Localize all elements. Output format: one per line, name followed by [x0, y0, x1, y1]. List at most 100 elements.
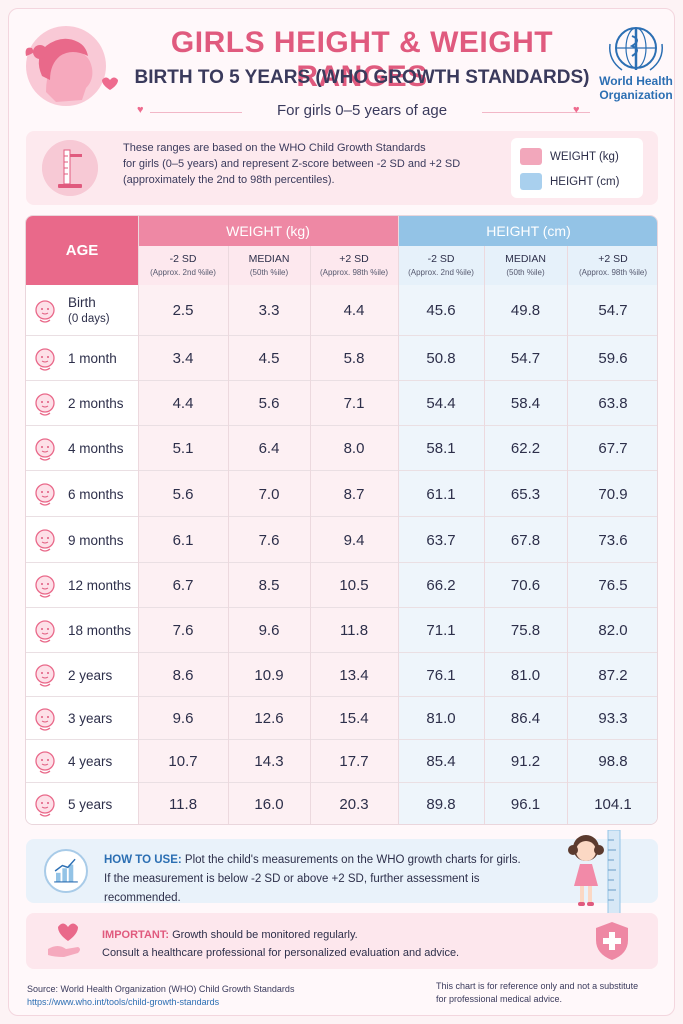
value-text: 15.4: [339, 710, 369, 727]
baby-icon: [35, 529, 55, 552]
legend-item-height: HEIGHT (cm): [520, 173, 619, 190]
girl-profile-icon: [25, 26, 118, 106]
age-text: 9 months: [68, 532, 124, 548]
value-text: 14.3: [254, 753, 284, 770]
age-text: 12 months: [68, 578, 132, 593]
column-divider: [567, 246, 568, 824]
value-text: 54.7: [598, 302, 628, 319]
height-value-cell: 63.8: [567, 381, 657, 426]
value-text: 58.4: [510, 395, 541, 412]
row-divider: [26, 335, 657, 336]
age-label: 2 years: [68, 667, 112, 684]
value-text: 63.7: [426, 531, 456, 549]
height-value-cell: 67.8: [484, 517, 567, 563]
age-cell: 6 months: [26, 471, 138, 517]
weight-value-cell: 7.6: [228, 517, 310, 563]
row-divider: [26, 516, 657, 517]
growth-chart-icon: [44, 849, 88, 893]
weight-value-cell: 8.7: [310, 471, 398, 517]
value-text: 58.1: [426, 440, 456, 457]
baby-icon: [35, 793, 55, 817]
sub-header-height-3: -2 SD (Approx. 2nd %ile): [398, 246, 484, 285]
value-text: 76.5: [598, 577, 628, 594]
age-label: 12 months: [68, 577, 131, 594]
age-label: Birth (0 days): [68, 294, 110, 328]
girl-figure-icon: [568, 835, 604, 906]
baby-icon: [35, 392, 55, 416]
age-column-header: AGE: [26, 216, 138, 285]
height-value-cell: 81.0: [398, 697, 484, 740]
weight-value-cell: 10.7: [138, 740, 228, 783]
column-divider: [398, 216, 399, 824]
sub-header-title: MEDIAN: [248, 252, 290, 265]
tagline: For girls 0–5 years of age: [242, 102, 482, 119]
baby-icon: [35, 707, 55, 731]
sub-header-note: (Approx. 98th %ile): [319, 267, 389, 277]
age-cell: 5 years: [26, 783, 138, 824]
weight-value-cell: 14.3: [228, 740, 310, 783]
height-value-cell: 59.6: [567, 336, 657, 381]
sub-header-weight-2: +2 SD (Approx. 98th %ile): [310, 246, 398, 285]
age-label: 2 months: [68, 395, 124, 412]
source-link[interactable]: https://www.who.int/tools/child-growth-s…: [27, 997, 220, 1007]
value-text: 3.4: [172, 350, 194, 367]
sub-header-height-4: MEDIAN (50th %ile): [484, 246, 567, 285]
height-column-header: HEIGHT (cm): [398, 216, 657, 246]
value-text: 3.3: [258, 302, 280, 319]
baby-icon: [35, 347, 55, 371]
value-text: 62.2: [510, 440, 541, 457]
value-text: 7.1: [343, 395, 365, 412]
sub-header-label: MEDIAN (50th %ile): [505, 253, 546, 279]
medical-shield-icon: [596, 922, 628, 960]
weight-value-cell: 2.5: [138, 285, 228, 336]
age-cell: 2 years: [26, 653, 138, 697]
value-text: 10.7: [168, 753, 198, 770]
row-divider: [26, 782, 657, 783]
column-divider: [310, 246, 311, 824]
value-text: 16.0: [254, 796, 284, 813]
weight-value-cell: 8.5: [228, 563, 310, 608]
value-text: 96.1: [510, 796, 541, 813]
height-swatch: [520, 173, 542, 190]
height-value-cell: 104.1: [567, 783, 657, 824]
weight-value-cell: 20.3: [310, 783, 398, 824]
height-value-cell: 62.2: [484, 426, 567, 471]
value-text: 5.6: [258, 395, 280, 412]
value-text: 12.6: [254, 710, 284, 727]
height-value-cell: 67.7: [567, 426, 657, 471]
weight-value-cell: 7.1: [310, 381, 398, 426]
weight-value-cell: 6.4: [228, 426, 310, 471]
row-divider: [26, 425, 657, 426]
weight-value-cell: 4.4: [310, 285, 398, 336]
legend-item-weight: WEIGHT (kg): [520, 148, 619, 165]
value-text: 8.7: [343, 485, 365, 503]
age-cell: 12 months: [26, 563, 138, 608]
value-text: 91.2: [510, 753, 541, 770]
sub-header-height-5: +2 SD (Approx. 98th %ile): [567, 246, 657, 285]
sub-header-title: -2 SD: [427, 252, 455, 265]
age-text: 2 months: [68, 396, 124, 411]
value-text: 9.4: [343, 531, 365, 549]
age-cell: 9 months: [26, 517, 138, 563]
info-text: These ranges are based on the WHO Child …: [123, 142, 461, 186]
age-label: 4 months: [68, 440, 124, 457]
height-value-cell: 73.6: [567, 517, 657, 563]
age-text: 4 years: [68, 754, 113, 769]
value-text: 5.8: [343, 350, 365, 367]
value-text: 63.8: [598, 395, 628, 412]
row-divider: [26, 607, 657, 608]
row-divider: [26, 652, 657, 653]
sub-header-label: +2 SD (Approx. 98th %ile): [579, 253, 647, 279]
weight-value-cell: 11.8: [138, 783, 228, 824]
weight-column-header: WEIGHT (kg): [138, 216, 398, 246]
age-text: 5 years: [68, 797, 113, 812]
weight-value-cell: 7.0: [228, 471, 310, 517]
who-organization-name: World Health Organization: [599, 74, 673, 102]
weight-value-cell: 17.7: [310, 740, 398, 783]
row-divider: [26, 562, 657, 563]
weight-value-cell: 5.8: [310, 336, 398, 381]
value-text: 81.0: [426, 710, 456, 727]
baby-icon: [35, 664, 55, 687]
value-text: 65.3: [510, 485, 541, 503]
value-text: 9.6: [172, 710, 194, 727]
